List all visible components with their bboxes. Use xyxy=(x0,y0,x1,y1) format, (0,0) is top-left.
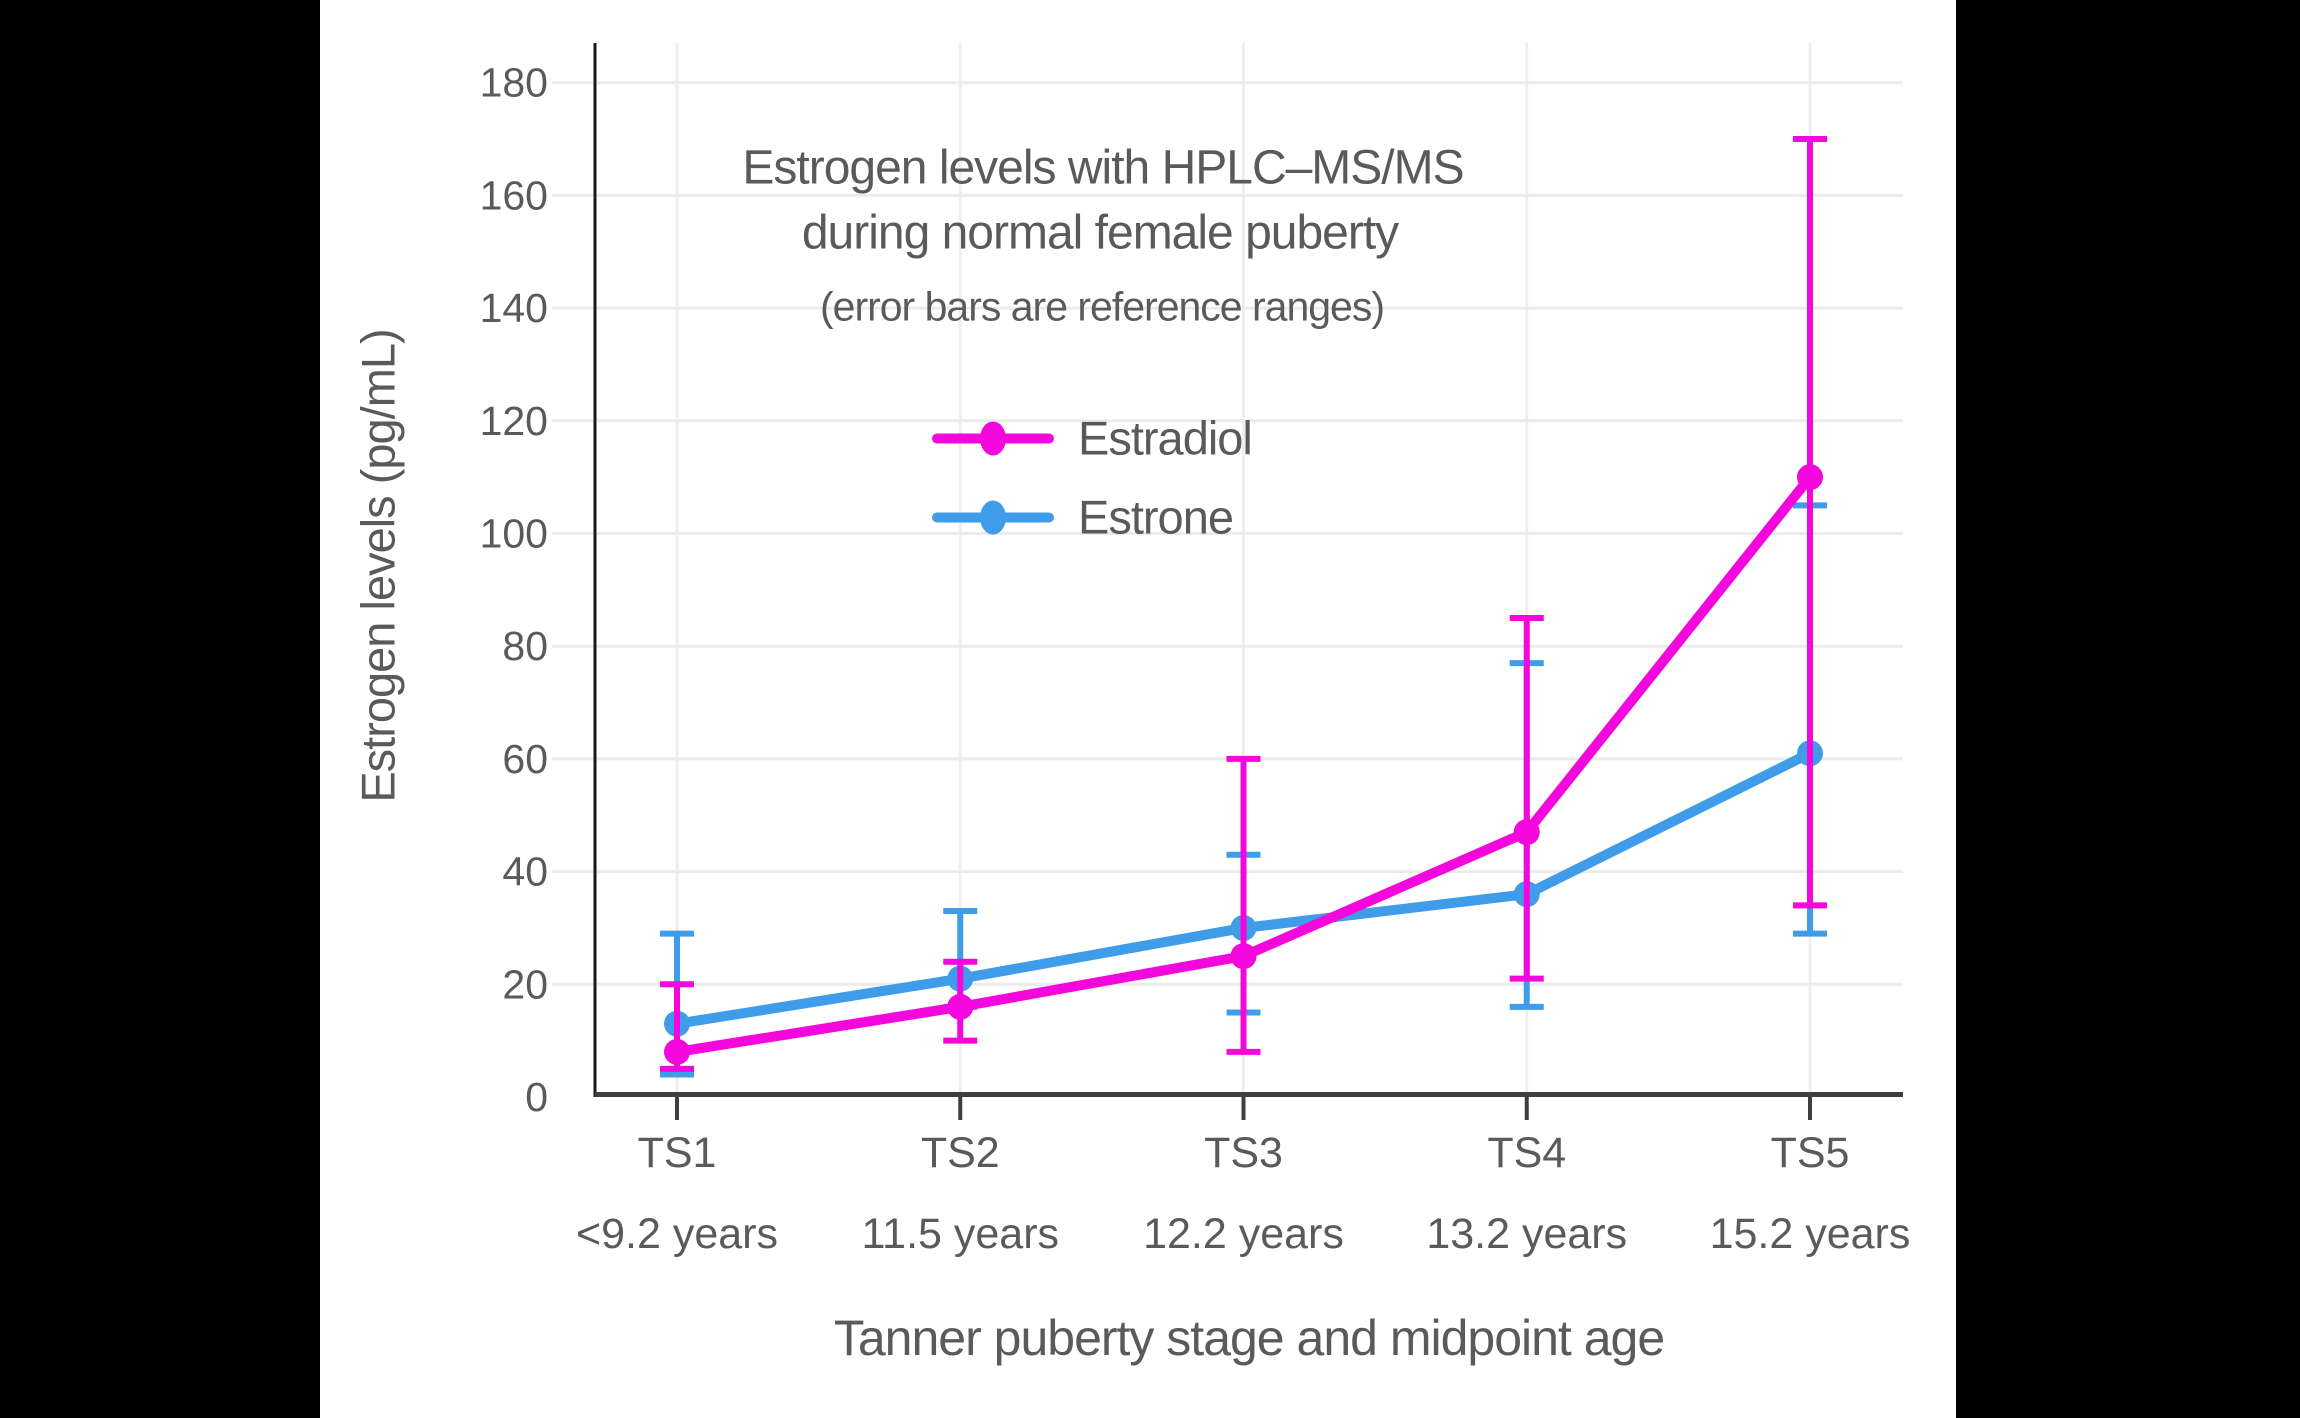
estradiol-line-marker-icon xyxy=(932,420,1054,456)
y-tick-label: 60 xyxy=(502,736,548,782)
chart-title-line1: Estrogen levels with HPLC–MS/MS xyxy=(742,141,1464,195)
y-tick-label: 140 xyxy=(480,285,548,331)
legend-dot-icon xyxy=(980,500,1006,534)
legend-dot-icon xyxy=(980,421,1006,455)
x-age-label: 11.5 years xyxy=(861,1210,1059,1258)
x-category-label: TS2 xyxy=(921,1129,1000,1177)
x-category-label: TS1 xyxy=(638,1129,717,1177)
y-tick-label: 40 xyxy=(502,849,548,895)
y-tick-label: 0 xyxy=(525,1074,548,1120)
x-category-label: TS4 xyxy=(1487,1129,1566,1177)
x-age-label: <9.2 years xyxy=(576,1210,778,1258)
chart-subtitle: (error bars are reference ranges) xyxy=(819,283,1385,330)
x-axis-title: Tanner puberty stage and midpoint age xyxy=(833,1310,1665,1366)
estradiol-data-point xyxy=(1230,943,1257,970)
legend-item-estrone: Estrone xyxy=(932,490,1234,545)
legend-label-estradiol: Estradiol xyxy=(1078,411,1253,465)
estradiol-data-point xyxy=(947,993,974,1020)
y-tick-label: 100 xyxy=(480,511,548,557)
x-age-label: 13.2 years xyxy=(1426,1210,1627,1258)
chart-title-line2: during normal female puberty xyxy=(801,206,1399,260)
x-age-label: 15.2 years xyxy=(1710,1210,1911,1258)
estrone-line-marker-icon xyxy=(932,499,1054,535)
y-tick-label: 120 xyxy=(480,398,548,444)
y-tick-label: 160 xyxy=(480,172,548,218)
x-category-label: TS3 xyxy=(1204,1129,1283,1177)
chart-background xyxy=(320,0,1956,1418)
estradiol-data-point xyxy=(1797,464,1823,491)
y-tick-label: 180 xyxy=(480,60,548,106)
y-tick-label: 80 xyxy=(502,623,548,669)
estradiol-data-point xyxy=(1513,819,1540,846)
legend-item-estradiol: Estradiol xyxy=(932,411,1253,466)
y-tick-label: 20 xyxy=(502,961,548,1007)
y-axis-title: Estrogen levels (pg/mL) xyxy=(351,329,405,803)
legend-label-estrone: Estrone xyxy=(1078,490,1234,544)
x-category-label: TS5 xyxy=(1771,1129,1850,1177)
estradiol-data-point xyxy=(664,1038,690,1065)
x-age-label: 12.2 years xyxy=(1143,1210,1344,1258)
